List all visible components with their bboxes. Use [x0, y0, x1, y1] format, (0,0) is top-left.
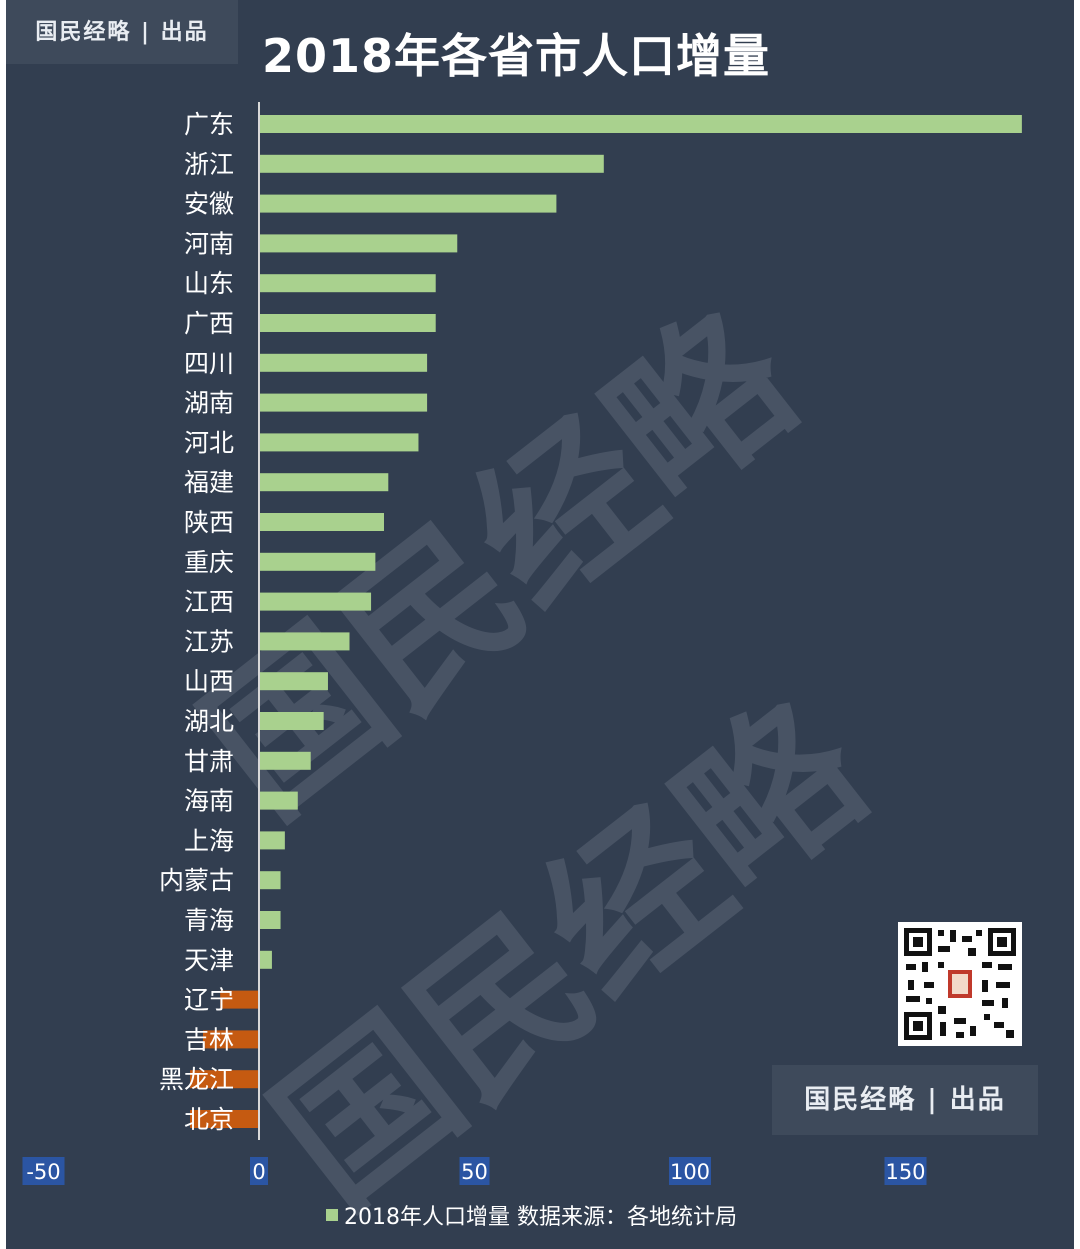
- category-label-江西: 江西: [184, 588, 234, 617]
- bar-北京: [190, 1110, 259, 1128]
- qr-code-icon: [904, 928, 1016, 1040]
- x-tick-label-0: 0: [252, 1160, 265, 1184]
- bar-青海: [259, 911, 281, 929]
- tick-bg-150: [884, 1157, 927, 1185]
- category-label-辽宁: 辽宁: [184, 986, 234, 1015]
- bar-辽宁: [220, 990, 259, 1009]
- brand-logo-bottom: 国民经略 | 出品: [772, 1065, 1038, 1135]
- bar-海南: [259, 791, 298, 810]
- category-label-天津: 天津: [184, 946, 234, 975]
- bar-内蒙古: [259, 871, 281, 890]
- bar-福建: [259, 473, 389, 492]
- category-label-重庆: 重庆: [184, 548, 234, 577]
- bar-湖北: [259, 712, 324, 730]
- chart-title: 2018年各省市人口增量: [262, 29, 771, 83]
- bar-黑龙江: [190, 1070, 259, 1089]
- category-label-福建: 福建: [184, 468, 234, 497]
- category-label-广东: 广东: [184, 110, 234, 139]
- tick-bg-100: [669, 1157, 711, 1185]
- bar-安徽: [259, 194, 557, 213]
- tick-bg-50: [459, 1157, 490, 1185]
- tick-bg--50: [22, 1157, 65, 1185]
- x-tick-label-100: 100: [670, 1160, 710, 1184]
- category-label-上海: 上海: [184, 826, 234, 855]
- bar-甘肃: [259, 751, 311, 770]
- x-tick-label-150: 150: [885, 1160, 925, 1184]
- category-label-湖北: 湖北: [184, 707, 234, 736]
- bar-浙江: [259, 154, 604, 173]
- bar-天津: [259, 950, 272, 969]
- category-label-广西: 广西: [184, 309, 234, 338]
- category-label-四川: 四川: [184, 349, 234, 378]
- bar-江苏: [259, 632, 350, 651]
- bar-广西: [259, 314, 436, 332]
- category-label-甘肃: 甘肃: [184, 747, 234, 776]
- bar-吉林: [202, 1030, 259, 1049]
- category-label-内蒙古: 内蒙古: [159, 866, 234, 895]
- category-label-山东: 山东: [184, 269, 234, 298]
- category-label-山西: 山西: [184, 667, 234, 696]
- category-label-湖南: 湖南: [184, 389, 234, 418]
- legend-label: 2018年人口增量 数据来源：各地统计局: [344, 1205, 737, 1230]
- category-label-青海: 青海: [184, 906, 234, 935]
- bar-江西: [259, 592, 372, 611]
- chart-legend: 2018年人口增量 数据来源：各地统计局: [326, 1198, 737, 1232]
- bar-重庆: [259, 552, 376, 571]
- category-label-江苏: 江苏: [184, 627, 234, 656]
- category-label-河北: 河北: [184, 428, 234, 457]
- bar-四川: [259, 353, 428, 372]
- bar-陕西: [259, 513, 384, 531]
- category-label-北京: 北京: [184, 1105, 234, 1134]
- category-label-黑龙江: 黑龙江: [159, 1065, 234, 1094]
- category-label-安徽: 安徽: [184, 190, 234, 219]
- qr-code: [898, 922, 1022, 1046]
- bar-广东: [259, 115, 1022, 133]
- brand-logo-top: 国民经略 | 出品: [6, 0, 238, 64]
- legend-swatch: [326, 1209, 338, 1221]
- bar-上海: [259, 831, 285, 850]
- bar-山西: [259, 672, 328, 691]
- category-label-陕西: 陕西: [184, 508, 234, 537]
- category-label-浙江: 浙江: [184, 150, 234, 179]
- bar-河北: [259, 433, 419, 452]
- bar-山东: [259, 274, 436, 293]
- bar-河南: [259, 234, 458, 253]
- x-tick-label-50: 50: [461, 1160, 488, 1184]
- category-label-河南: 河南: [184, 229, 234, 258]
- bar-湖南: [259, 393, 428, 412]
- category-label-吉林: 吉林: [184, 1025, 234, 1054]
- category-label-海南: 海南: [184, 787, 234, 816]
- x-tick-label--50: -50: [26, 1160, 60, 1184]
- tick-bg-0: [250, 1157, 268, 1185]
